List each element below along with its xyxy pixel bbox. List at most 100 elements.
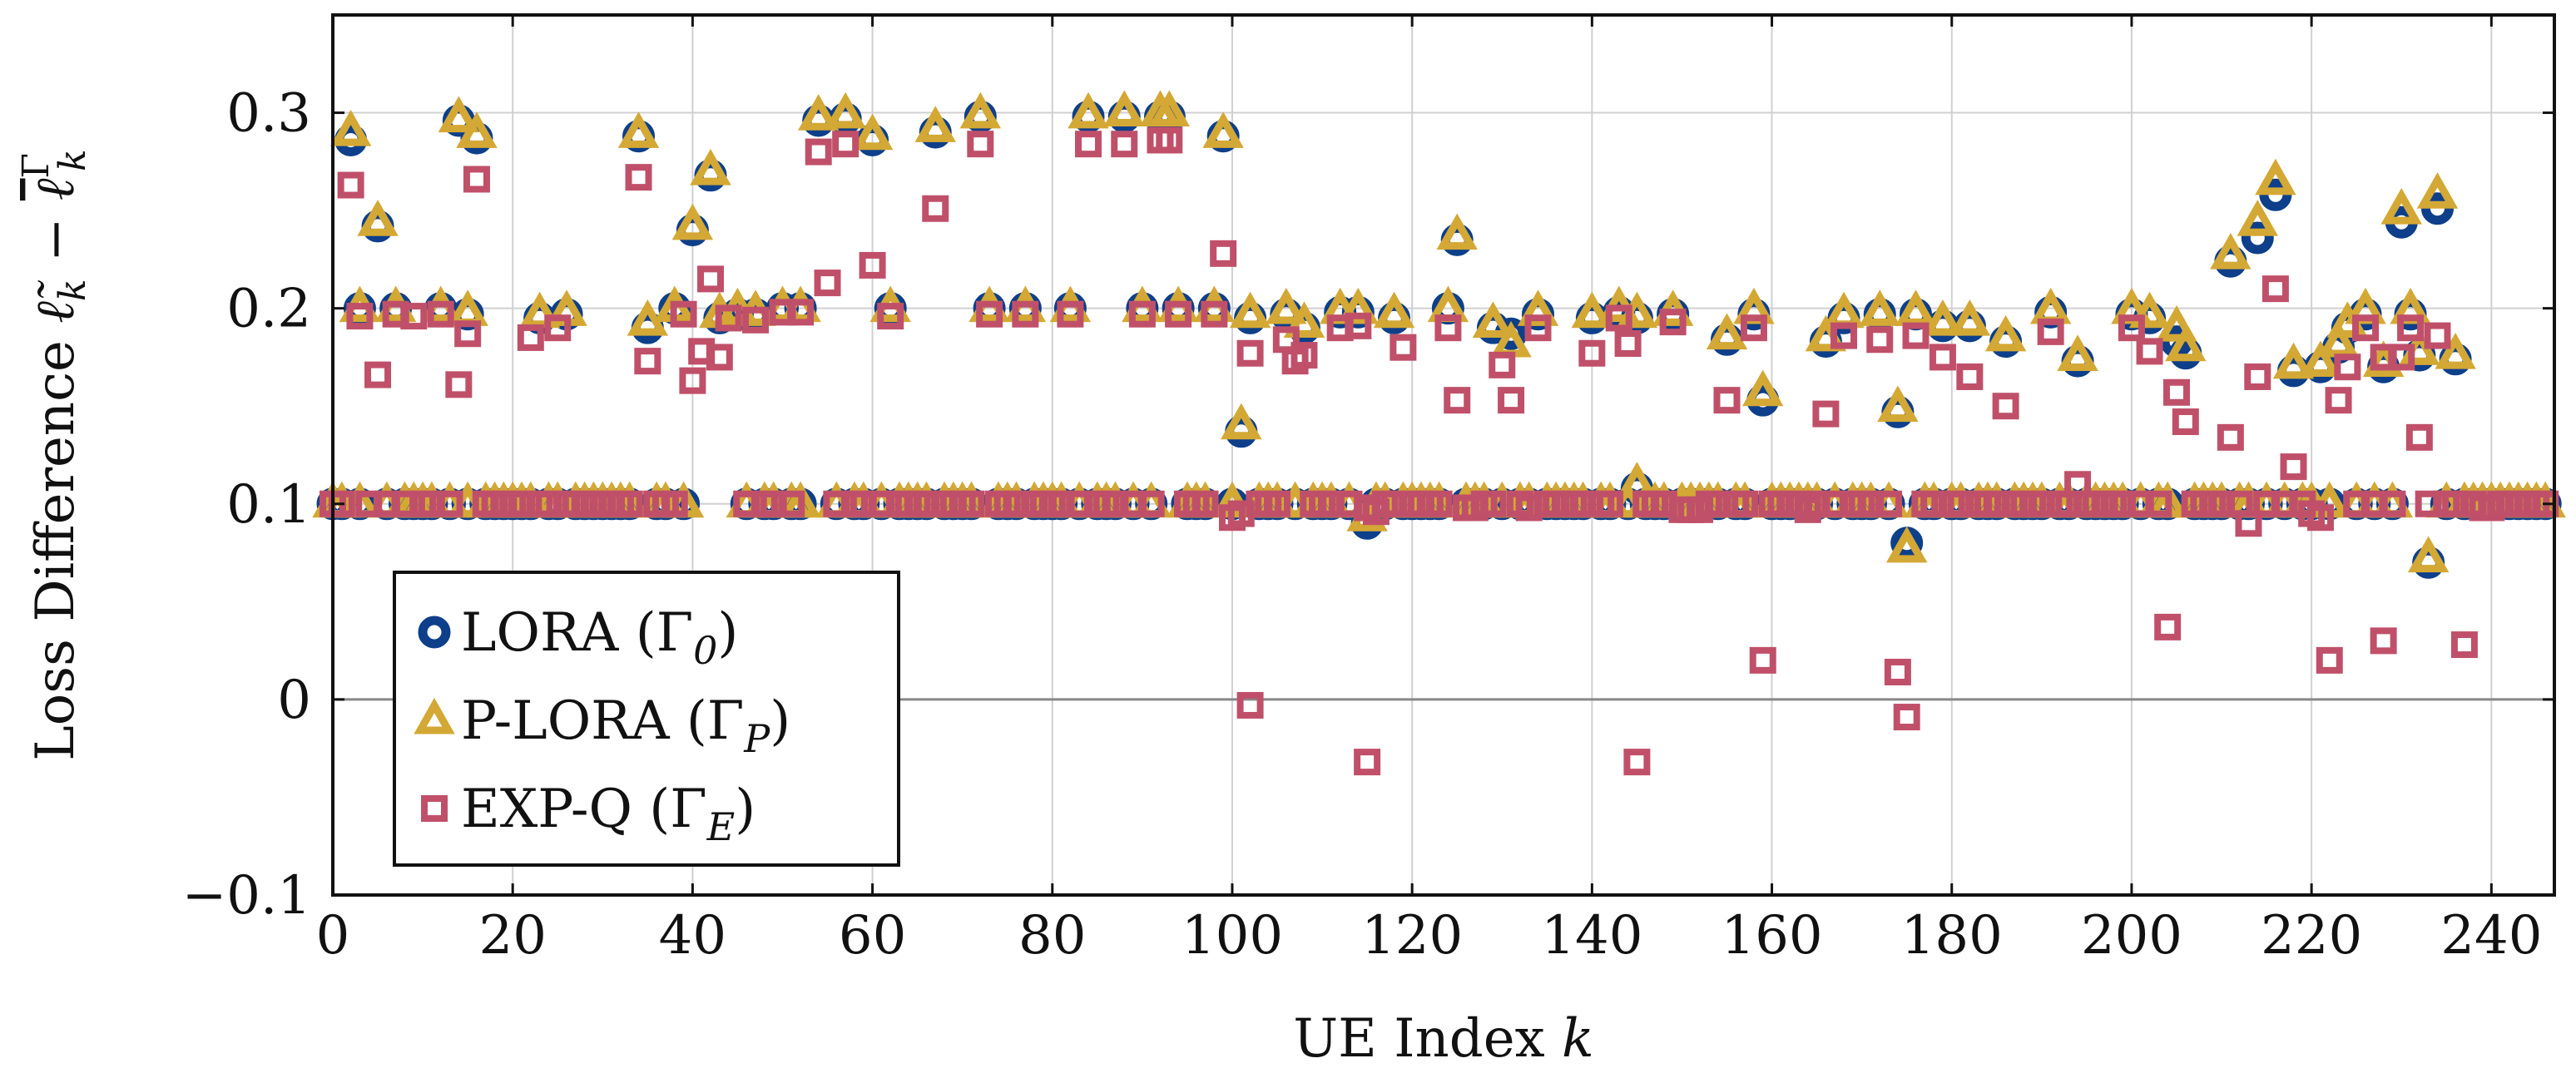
data-points — [312, 90, 2566, 776]
data-point-square — [1489, 351, 1516, 378]
data-point-triangle — [671, 203, 714, 240]
legend-marker-square — [421, 795, 448, 822]
data-point-square — [1498, 387, 1525, 414]
x-tick-label: 240 — [2440, 905, 2542, 967]
data-point-square — [2370, 627, 2397, 655]
data-point-square — [1623, 749, 1651, 776]
data-point-square — [544, 314, 572, 342]
data-point-square — [976, 300, 1003, 328]
data-point-triangle — [2165, 324, 2207, 362]
data-point-triangle — [825, 91, 866, 129]
data-point-square — [2334, 354, 2361, 381]
data-point-square — [1749, 646, 1776, 674]
y-axis-label-part: Loss Difference — [25, 324, 87, 761]
x-tick-label: 60 — [839, 905, 906, 967]
data-point-square — [2325, 387, 2352, 414]
data-point-triangle — [627, 299, 669, 336]
data-point-square — [1236, 339, 1264, 367]
data-point-triangle — [2416, 172, 2459, 209]
data-point-square — [1012, 300, 1039, 328]
data-point-triangle — [1859, 289, 1900, 326]
data-point-square — [706, 344, 733, 371]
legend-entry: EXP-Q (ΓE) — [461, 779, 755, 849]
data-point-triangle — [1148, 90, 1191, 127]
data-point-square — [2118, 314, 2145, 342]
data-point-square — [2154, 613, 2182, 640]
data-point-square — [679, 367, 706, 394]
data-point-square — [1884, 658, 1911, 685]
data-point-square — [1992, 393, 2019, 420]
data-point-square — [625, 164, 652, 191]
data-point-triangle — [518, 291, 561, 329]
data-point-square — [1830, 322, 1858, 349]
data-point-triangle — [1517, 289, 1559, 326]
y-tick-label: 0 — [277, 670, 311, 731]
data-point-square — [859, 251, 886, 279]
data-point-triangle — [1949, 299, 1991, 336]
data-point-triangle — [1571, 291, 1613, 329]
y-tick-label: −0.1 — [182, 865, 311, 927]
data-point-square — [364, 361, 392, 388]
x-tick-label: 160 — [1721, 905, 1822, 967]
legend-entry: LORA (Γ0) — [461, 602, 738, 673]
data-point-triangle — [1984, 314, 2027, 352]
data-point-triangle — [690, 148, 731, 185]
data-point-square — [805, 138, 832, 166]
data-point-square — [1236, 691, 1264, 719]
axis-ticks: 0 20 40 60 80 100 120 140 160 180 200 220 240−0.100.… — [182, 15, 2554, 967]
data-point-square — [2316, 646, 2343, 674]
x-tick-label: 80 — [1018, 905, 1086, 967]
data-point-square — [778, 490, 805, 517]
data-point-square — [670, 300, 697, 328]
data-point-square — [1524, 314, 1552, 342]
data-point-triangle — [1266, 287, 1307, 324]
data-point-square — [1614, 329, 1642, 357]
data-point-square — [463, 166, 490, 193]
data-point-square — [2145, 490, 2172, 517]
data-point-square — [697, 265, 725, 293]
data-point-square — [832, 131, 859, 158]
data-point-triangle — [1229, 291, 1271, 329]
data-point-triangle — [1068, 91, 1109, 129]
data-point-square — [517, 324, 544, 351]
data-point-triangle — [959, 91, 1002, 129]
data-point-square — [1191, 490, 1219, 517]
y-tick-label: 0.2 — [226, 279, 311, 340]
data-point-square — [2450, 631, 2478, 659]
data-point-triangle — [1877, 385, 1919, 423]
data-point-square — [1578, 339, 1606, 367]
data-point-square — [346, 303, 374, 330]
data-point-square — [634, 348, 661, 375]
data-point-square — [787, 299, 815, 326]
data-point-triangle — [1922, 299, 1964, 336]
x-tick-label: 120 — [1361, 905, 1463, 967]
data-point-square — [1057, 300, 1084, 328]
data-point-triangle — [2237, 200, 2279, 236]
x-tick-label: 200 — [2081, 905, 2182, 967]
x-tick-label: 100 — [1181, 905, 1283, 967]
data-point-triangle — [2317, 320, 2360, 358]
data-point-square — [1111, 131, 1138, 158]
data-point-square — [2136, 338, 2163, 365]
legend-marker-circle — [418, 616, 451, 649]
data-point-square — [1713, 387, 1741, 414]
data-point-triangle — [438, 96, 480, 133]
data-point-square — [1659, 309, 1687, 336]
data-point-square — [2261, 275, 2289, 303]
series-square — [320, 126, 2559, 776]
data-point-triangle — [2300, 340, 2341, 377]
x-axis-label-text: UE Index — [1293, 1008, 1562, 1070]
data-point-triangle — [2156, 305, 2197, 342]
data-point-square — [436, 490, 463, 517]
data-point-square — [958, 490, 985, 517]
data-point-triangle — [798, 94, 840, 131]
data-point-square — [1201, 300, 1228, 328]
data-point-square — [1956, 363, 1984, 390]
data-point-triangle — [851, 113, 894, 151]
data-point-triangle — [1472, 301, 1514, 338]
data-point-triangle — [1885, 526, 1928, 563]
data-point-square — [1264, 490, 1291, 517]
data-point-square — [400, 303, 428, 330]
data-point-square — [2289, 490, 2316, 517]
legend: LORA (Γ0) P-LORA (ΓP) EXP-Q (ΓE) — [393, 571, 900, 867]
